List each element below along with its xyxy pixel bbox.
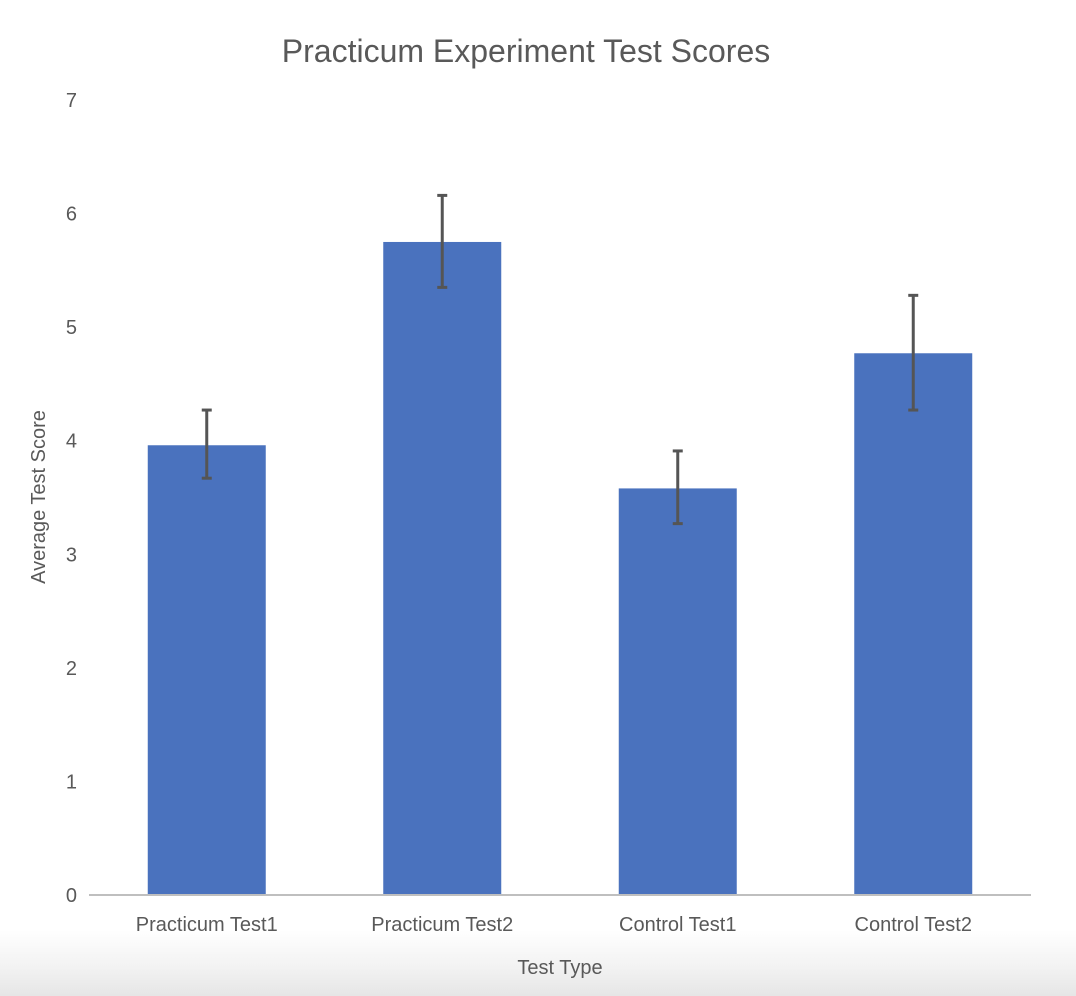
y-tick-label: 6 xyxy=(66,204,77,226)
y-tick-label: 0 xyxy=(66,885,77,907)
error-bar xyxy=(672,449,683,526)
chart-title: Practicum Experiment Test Scores xyxy=(282,33,770,69)
y-tick-label: 3 xyxy=(66,544,77,566)
bar xyxy=(618,488,737,895)
error-bar xyxy=(908,293,919,412)
bar xyxy=(854,353,973,895)
error-bars xyxy=(201,193,919,526)
error-bar xyxy=(437,193,448,289)
y-tick-label: 4 xyxy=(66,431,77,453)
bar-series xyxy=(147,241,973,895)
x-category-label: Control Test1 xyxy=(619,914,736,936)
y-tick-label: 2 xyxy=(66,658,77,680)
y-axis-tick-labels: 0 1 2 3 4 5 6 7 xyxy=(66,90,77,907)
y-axis-title: Average Test Score xyxy=(28,410,50,584)
error-bar xyxy=(201,408,212,480)
x-axis-category-labels: Practicum Test1 Practicum Test2 Control Te… xyxy=(136,914,972,936)
y-tick-label: 5 xyxy=(66,317,77,339)
x-category-label: Practicum Test1 xyxy=(136,914,278,936)
x-axis-title: Test Type xyxy=(517,957,602,979)
bar xyxy=(383,241,502,895)
x-category-label: Control Test2 xyxy=(855,914,972,936)
y-tick-label: 1 xyxy=(66,771,77,793)
bar xyxy=(147,445,266,895)
y-tick-label: 7 xyxy=(66,90,77,112)
x-category-label: Practicum Test2 xyxy=(371,914,513,936)
